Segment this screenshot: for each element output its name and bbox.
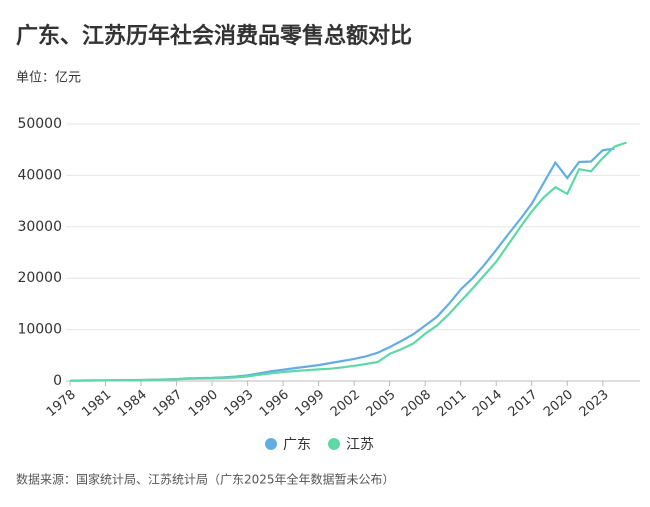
x-tick-label: 1987	[150, 387, 185, 420]
x-tick-label: 2014	[470, 387, 505, 420]
x-tick-label: 2020	[541, 387, 576, 420]
series-line	[69, 147, 615, 382]
unit-label: 单位：亿元	[16, 71, 81, 86]
x-tick-label: 1984	[115, 387, 150, 420]
y-tick-label: 30000	[17, 219, 62, 235]
x-tick-label: 1981	[79, 387, 114, 420]
x-tick-label: 2008	[399, 387, 434, 420]
x-tick-label: 1990	[186, 387, 221, 420]
chart-title: 广东、江苏历年社会消费品零售总额对比	[16, 23, 412, 49]
y-tick-label: 40000	[17, 167, 62, 183]
x-tick-label: 2002	[328, 387, 363, 420]
source-note: 数据来源：国家统计局、江苏统计局（广东2025年全年数据暂未公布）	[16, 472, 395, 487]
x-tick-label: 2023	[577, 387, 612, 420]
y-tick-label: 10000	[17, 322, 62, 338]
series-line	[70, 141, 627, 382]
y-tick-label: 20000	[17, 270, 62, 286]
y-tick-label: 0	[53, 373, 62, 389]
x-tick-label: 1999	[292, 387, 327, 420]
legend-label: 广东	[283, 437, 311, 453]
x-tick-label: 1993	[221, 387, 256, 420]
x-tick-label: 1978	[44, 387, 79, 420]
x-tick-label: 2011	[435, 387, 470, 420]
legend-swatch	[328, 438, 340, 450]
x-tick-label: 2005	[364, 387, 399, 420]
legend-swatch	[265, 438, 277, 450]
x-tick-label: 1996	[257, 387, 292, 420]
legend-label: 江苏	[346, 437, 374, 453]
x-tick-label: 2017	[506, 387, 541, 420]
y-tick-label: 50000	[17, 116, 62, 132]
